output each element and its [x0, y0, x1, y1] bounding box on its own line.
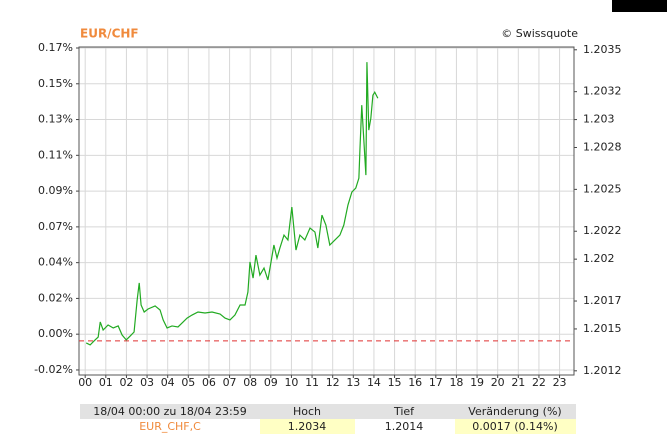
table-header: Veränderung (%) [468, 405, 561, 418]
y-tick-label: 0.09% [38, 184, 73, 197]
y2-tick-label: 1.2015 [583, 322, 622, 335]
source-label: © Swissquote [501, 27, 578, 40]
x-tick-label: 07 [223, 376, 237, 389]
y-tick-label: 0.00% [38, 327, 73, 340]
table-header-bg [80, 404, 576, 419]
y2-tick-label: 1.2028 [583, 140, 622, 153]
y-tick-label: 0.11% [38, 148, 73, 161]
y-tick-label: 0.17% [38, 41, 73, 54]
x-tick-label: 04 [161, 376, 175, 389]
chart-title: EUR/CHF [80, 27, 139, 41]
table-cell: 0.0017 (0.14%) [472, 420, 558, 433]
table-header: Tief [393, 405, 415, 418]
x-tick-label: 15 [388, 376, 402, 389]
y-tick-label: 0.04% [38, 256, 73, 269]
cell-bg [260, 419, 355, 434]
price-line [85, 62, 379, 346]
y-tick-label: 0.15% [38, 77, 73, 90]
table-cell: EUR_CHF,C [139, 420, 201, 433]
x-tick-label: 03 [140, 376, 154, 389]
table-cell: 1.2034 [288, 420, 327, 433]
y2-tick-label: 1.2035 [583, 43, 622, 56]
plot-frame [78, 46, 575, 376]
table-cell: 1.2014 [385, 420, 424, 433]
x-tick-label: 11 [305, 376, 319, 389]
x-tick-label: 01 [99, 376, 113, 389]
x-tick-label: 21 [511, 376, 525, 389]
y2-tick-label: 1.202 [583, 252, 615, 265]
y-tick-label: 0.13% [38, 113, 73, 126]
cell-bg [455, 419, 576, 434]
x-tick-label: 22 [532, 376, 546, 389]
y2-tick-label: 1.2012 [583, 364, 622, 377]
x-tick-label: 02 [119, 376, 133, 389]
y2-tick-label: 1.2025 [583, 182, 622, 195]
x-tick-label: 10 [284, 376, 298, 389]
x-tick-label: 14 [367, 376, 381, 389]
x-tick-label: 09 [264, 376, 278, 389]
y2-tick-label: 1.203 [583, 113, 615, 126]
x-tick-label: 16 [408, 376, 422, 389]
y2-tick-label: 1.2017 [583, 294, 622, 307]
corner-block [612, 0, 667, 12]
x-tick-label: 17 [429, 376, 443, 389]
y-tick-label: 0.07% [38, 220, 73, 233]
x-tick-label: 20 [491, 376, 505, 389]
x-tick-label: 19 [470, 376, 484, 389]
table-header: Hoch [293, 405, 321, 418]
x-tick-label: 12 [326, 376, 340, 389]
x-tick-label: 13 [346, 376, 360, 389]
y2-tick-label: 1.2022 [583, 224, 622, 237]
x-tick-label: 00 [78, 376, 92, 389]
x-tick-label: 08 [243, 376, 257, 389]
x-tick-label: 18 [449, 376, 463, 389]
y-tick-label: 0.02% [38, 291, 73, 304]
x-tick-label: 23 [553, 376, 567, 389]
x-tick-label: 05 [181, 376, 195, 389]
y2-tick-label: 1.2032 [583, 85, 622, 98]
x-tick-label: 06 [202, 376, 216, 389]
table-header: 18/04 00:00 zu 18/04 23:59 [93, 405, 247, 418]
y-tick-label: -0.02% [34, 363, 73, 376]
